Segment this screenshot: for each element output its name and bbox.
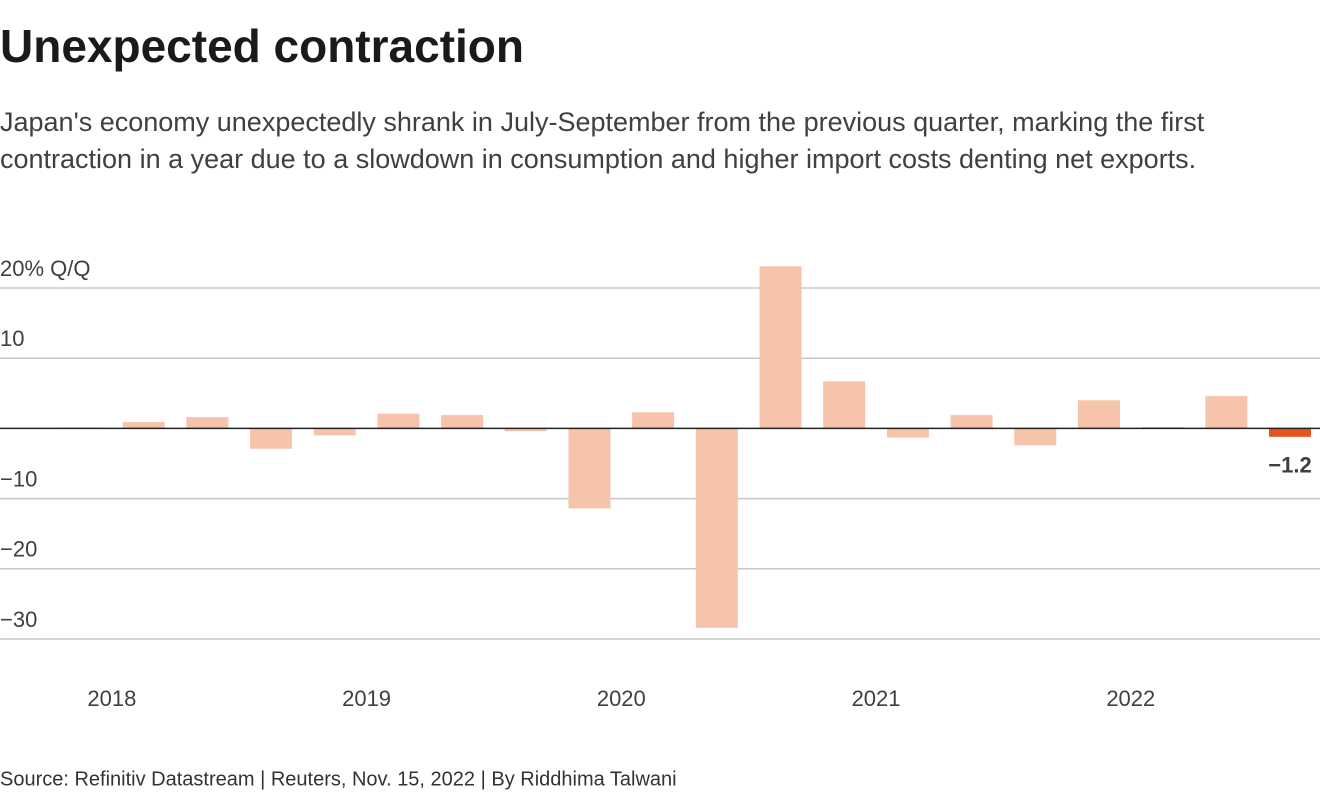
- bar: [950, 415, 993, 429]
- chart-title: Unexpected contraction: [0, 20, 524, 72]
- bar: [377, 413, 420, 429]
- y-tick-label: 20% Q/Q: [0, 256, 90, 281]
- bar: [632, 412, 675, 429]
- subtitle-line: contraction in a year due to a slowdown …: [0, 144, 1196, 174]
- x-tick-label: 2019: [342, 686, 391, 711]
- bar: [186, 417, 229, 429]
- bar: [1269, 428, 1311, 437]
- bar: [250, 428, 293, 449]
- bar: [504, 428, 547, 432]
- bar: [441, 415, 484, 429]
- subtitle-line: Japan's economy unexpectedly shrank in J…: [0, 107, 1205, 137]
- bar: [1077, 400, 1120, 429]
- y-tick-label: −10: [0, 466, 37, 491]
- bar: [1014, 428, 1057, 446]
- x-tick-label: 2020: [597, 686, 646, 711]
- source: Source: Refinitiv Datastream | Reuters, …: [0, 768, 677, 790]
- y-tick-label: 10: [0, 326, 24, 351]
- bar: [759, 266, 802, 429]
- y-tick-label: −20: [0, 537, 37, 562]
- value-label: −1.2: [1268, 453, 1311, 478]
- bar: [568, 428, 611, 509]
- x-tick-label: 2021: [852, 686, 901, 711]
- x-tick-label: 2018: [87, 686, 136, 711]
- x-tick-label: 2022: [1106, 686, 1155, 711]
- y-tick-label: −30: [0, 607, 37, 632]
- bar: [823, 381, 866, 429]
- bar: [695, 428, 738, 628]
- bar: [1205, 396, 1248, 429]
- bar: [886, 428, 929, 438]
- bar: [313, 428, 356, 436]
- bar: [122, 422, 165, 429]
